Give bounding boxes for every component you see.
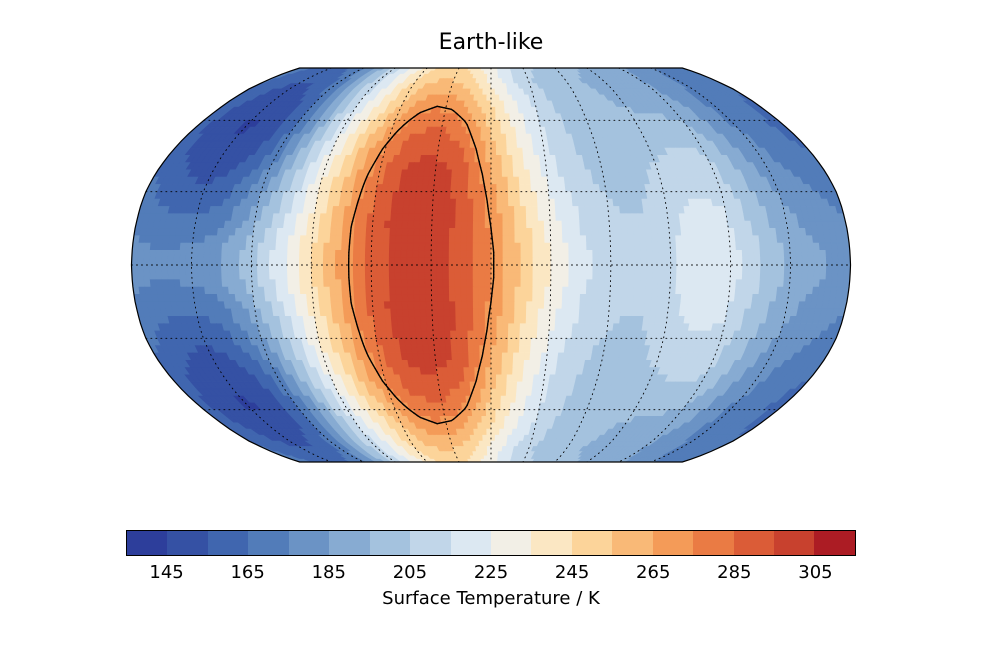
colorbar-swatch	[370, 531, 410, 555]
colorbar-swatch	[289, 531, 329, 555]
colorbar-swatch	[814, 531, 854, 555]
colorbar-tick: 245	[555, 562, 589, 583]
map-svg	[126, 65, 856, 465]
colorbar-swatch	[248, 531, 288, 555]
colorbar-swatch	[734, 531, 774, 555]
colorbar-swatch	[774, 531, 814, 555]
colorbar-tick: 205	[393, 562, 427, 583]
map-area	[126, 65, 856, 465]
chart-title: Earth-like	[0, 30, 982, 55]
colorbar-tick: 225	[474, 562, 508, 583]
colorbar	[126, 530, 856, 556]
colorbar-swatch	[693, 531, 733, 555]
colorbar-swatch	[127, 531, 167, 555]
colorbar-swatch	[451, 531, 491, 555]
colorbar-swatch	[208, 531, 248, 555]
colorbar-swatch	[612, 531, 652, 555]
colorbar-ticks: 145 165 185 205 225 245 265 285 305	[126, 562, 856, 584]
colorbar-swatch	[653, 531, 693, 555]
colorbar-tick: 265	[636, 562, 670, 583]
colorbar-tick: 285	[717, 562, 751, 583]
colorbar-tick: 305	[798, 562, 832, 583]
colorbar-swatch	[572, 531, 612, 555]
colorbar-tick: 145	[149, 562, 183, 583]
colorbar-swatch	[491, 531, 531, 555]
colorbar-label: Surface Temperature / K	[126, 588, 856, 609]
colorbar-swatch	[167, 531, 207, 555]
colorbar-tick: 165	[230, 562, 264, 583]
colorbar-swatch	[531, 531, 571, 555]
colorbar-tick: 185	[312, 562, 346, 583]
colorbar-swatch	[410, 531, 450, 555]
figure: Earth-like 145 165 185 205 225 245 265 285 305 S…	[0, 0, 982, 654]
colorbar-area: 145 165 185 205 225 245 265 285 305 Surface Temp…	[126, 530, 856, 620]
colorbar-swatch	[329, 531, 369, 555]
